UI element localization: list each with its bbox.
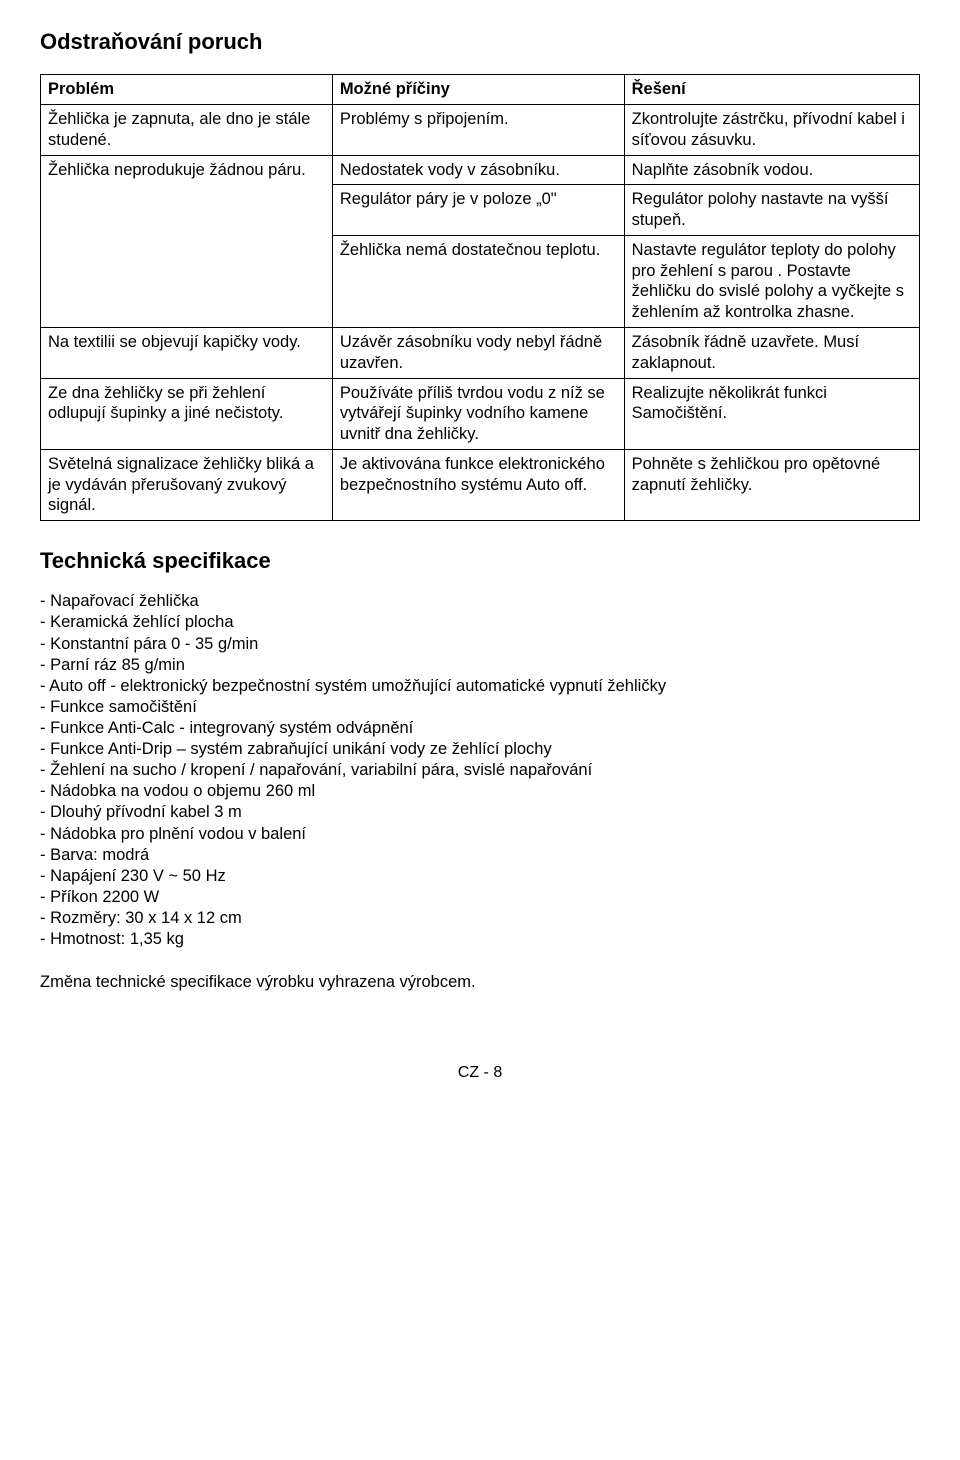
- page-footer: CZ - 8: [40, 1063, 920, 1083]
- spec-line: - Dlouhý přívodní kabel 3 m: [40, 802, 920, 823]
- cell-problem: Na textilii se objevují kapičky vody.: [41, 327, 333, 378]
- cell-solution: Nastavte regulátor teploty do polohy pro…: [624, 235, 919, 327]
- spec-line: - Barva: modrá: [40, 845, 920, 866]
- specs-title: Technická specifikace: [40, 547, 920, 575]
- cell-problem: Světelná signalizace žehličky bliká a je…: [41, 449, 333, 520]
- spec-line: - Žehlení na sucho / kropení / napařován…: [40, 760, 920, 781]
- table-row: Žehlička neprodukuje žádnou páru. Nedost…: [41, 155, 920, 185]
- header-solution: Řešení: [624, 75, 919, 105]
- cell-problem: Žehlička je zapnuta, ale dno je stále st…: [41, 104, 333, 155]
- troubleshoot-table: Problém Možné příčiny Řešení Žehlička je…: [40, 74, 920, 521]
- cell-cause: Používáte příliš tvrdou vodu z níž se vy…: [332, 378, 624, 449]
- page-title: Odstraňování poruch: [40, 28, 920, 56]
- change-note: Změna technické specifikace výrobku vyhr…: [40, 972, 920, 993]
- cell-cause: Regulátor páry je v poloze „0": [332, 185, 624, 236]
- table-row: Žehlička je zapnuta, ale dno je stále st…: [41, 104, 920, 155]
- spec-line: - Nádobka na vodou o objemu 260 ml: [40, 781, 920, 802]
- table-row: Ze dna žehličky se při žehlení odlupují …: [41, 378, 920, 449]
- cell-cause: Nedostatek vody v zásobníku.: [332, 155, 624, 185]
- spec-line: - Příkon 2200 W: [40, 887, 920, 908]
- spec-line: - Konstantní pára 0 - 35 g/min: [40, 634, 920, 655]
- table-header-row: Problém Možné příčiny Řešení: [41, 75, 920, 105]
- spec-line: - Funkce Anti-Calc - integrovaný systém …: [40, 718, 920, 739]
- spec-line: - Napařovací žehlička: [40, 591, 920, 612]
- cell-cause: Je aktivována funkce elektronického bezp…: [332, 449, 624, 520]
- cell-solution: Zásobník řádně uzavřete. Musí zaklapnout…: [624, 327, 919, 378]
- spec-line: - Auto off - elektronický bezpečnostní s…: [40, 676, 920, 697]
- table-row: Světelná signalizace žehličky bliká a je…: [41, 449, 920, 520]
- spec-line: - Funkce samočištění: [40, 697, 920, 718]
- cell-problem: Ze dna žehličky se při žehlení odlupují …: [41, 378, 333, 449]
- table-row: Na textilii se objevují kapičky vody. Uz…: [41, 327, 920, 378]
- specs-list: - Napařovací žehlička - Keramická žehlíc…: [40, 591, 920, 950]
- cell-solution: Naplňte zásobník vodou.: [624, 155, 919, 185]
- cell-solution: Zkontrolujte zástrčku, přívodní kabel i …: [624, 104, 919, 155]
- cell-cause: Uzávěr zásobníku vody nebyl řádně uzavře…: [332, 327, 624, 378]
- cell-solution: Pohněte s žehličkou pro opětovné zapnutí…: [624, 449, 919, 520]
- cell-solution: Realizujte několikrát funkci Samočištění…: [624, 378, 919, 449]
- header-cause: Možné příčiny: [332, 75, 624, 105]
- spec-line: - Rozměry: 30 x 14 x 12 cm: [40, 908, 920, 929]
- spec-line: - Funkce Anti-Drip – systém zabraňující …: [40, 739, 920, 760]
- cell-solution: Regulátor polohy nastavte na vyšší stupe…: [624, 185, 919, 236]
- spec-line: - Parní ráz 85 g/min: [40, 655, 920, 676]
- cell-problem: Žehlička neprodukuje žádnou páru.: [41, 155, 333, 327]
- spec-line: - Nádobka pro plnění vodou v balení: [40, 824, 920, 845]
- spec-line: - Keramická žehlící plocha: [40, 612, 920, 633]
- spec-line: - Hmotnost: 1,35 kg: [40, 929, 920, 950]
- spec-line: - Napájení 230 V ~ 50 Hz: [40, 866, 920, 887]
- header-problem: Problém: [41, 75, 333, 105]
- cell-cause: Žehlička nemá dostatečnou teplotu.: [332, 235, 624, 327]
- cell-cause: Problémy s připojením.: [332, 104, 624, 155]
